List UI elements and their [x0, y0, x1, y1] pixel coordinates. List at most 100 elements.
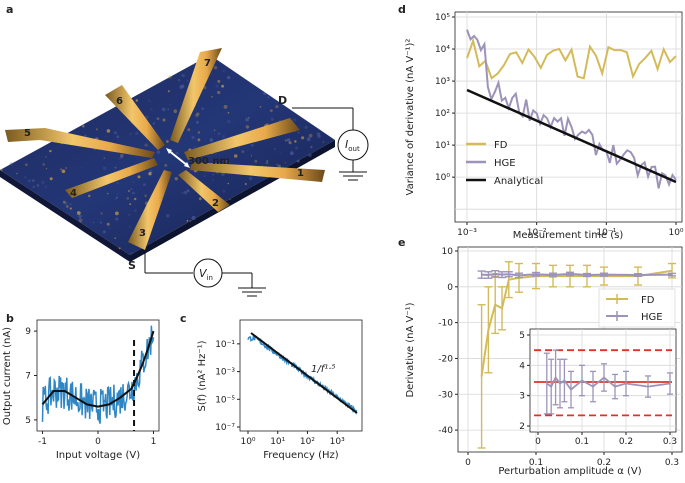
- surface-grain: [9, 162, 13, 166]
- surface-grain: [288, 141, 292, 145]
- surface-grain: [45, 156, 47, 158]
- surface-grain: [248, 117, 250, 119]
- y-tick-label: 9: [25, 327, 31, 337]
- surface-grain: [196, 158, 198, 160]
- vin-label: Vin: [199, 267, 213, 282]
- surface-grain: [267, 96, 270, 99]
- surface-grain: [250, 155, 252, 157]
- surface-grain: [49, 149, 52, 153]
- surface-grain: [296, 159, 300, 163]
- y-tick-label: 10⁻⁵: [215, 395, 235, 405]
- axis-ticks-c: 10⁰ 10¹ 10² 10³ 10⁻¹ 10⁻³ 10⁻⁵ 10⁻⁷: [215, 340, 345, 447]
- plot-frame-e: [457, 246, 683, 453]
- surface-grain: [45, 168, 48, 170]
- surface-grain: [137, 175, 141, 179]
- surface-grain: [192, 63, 195, 65]
- surface-grain: [203, 175, 206, 178]
- y-tick-label: -30: [438, 390, 453, 400]
- hge-series: [466, 29, 677, 189]
- legend-label: HGE: [494, 158, 516, 169]
- y-tick-label: -20: [438, 354, 453, 364]
- surface-grain: [166, 140, 169, 143]
- surface-grain: [156, 117, 160, 120]
- x-tick-label: 10⁻³: [457, 228, 477, 238]
- y-tick-label: 10⁻⁷: [215, 423, 235, 433]
- surface-grain: [286, 138, 289, 141]
- x-tick-label: 0.3: [663, 437, 677, 447]
- surface-grain: [99, 221, 103, 224]
- surface-grain: [82, 125, 85, 128]
- surface-grain: [197, 131, 201, 134]
- electrode-2: [178, 170, 230, 212]
- electrode-3: [128, 170, 172, 250]
- electrode-4: [65, 158, 158, 198]
- panel-label-c: c: [180, 312, 187, 325]
- surface-grain: [162, 118, 166, 122]
- legend-label: Analytical: [494, 176, 543, 187]
- surface-grain: [16, 172, 18, 175]
- x-tick-label: 0: [95, 437, 101, 447]
- surface-grain: [222, 189, 226, 193]
- surface-grain: [286, 138, 291, 142]
- surface-grain: [76, 211, 81, 215]
- fit-curve-line: [41, 330, 155, 408]
- surface-grain: [166, 214, 170, 218]
- surface-grain: [224, 159, 229, 163]
- surface-grain: [245, 117, 250, 122]
- surface-grain: [308, 133, 313, 138]
- surface-grain: [49, 177, 53, 181]
- surface-grain: [191, 135, 195, 140]
- y-tick-label: -40: [438, 426, 453, 436]
- surface-grain: [135, 131, 139, 135]
- plot-frame-d: [454, 11, 683, 223]
- surface-grain: [79, 221, 82, 224]
- surface-grain: [186, 219, 189, 222]
- surface-grain: [193, 145, 196, 149]
- surface-grain: [181, 73, 185, 78]
- surface-grain: [226, 75, 231, 80]
- panel-c: c 1/f¹·⁵ 10⁰ 10¹ 10² 10³ 10⁻¹ 10⁻³ 10⁻⁵ 10⁻⁷ Fr…: [180, 312, 363, 461]
- y-tick-label: -10: [438, 319, 453, 329]
- iout-label: Iout: [345, 138, 360, 153]
- surface-grain: [222, 134, 226, 138]
- surface-grain: [150, 108, 153, 111]
- surface-grain: [129, 133, 132, 135]
- surface-grain: [167, 90, 170, 93]
- surface-grain: [222, 70, 226, 73]
- surface-grain: [25, 163, 28, 166]
- surface-grain: [44, 185, 47, 189]
- x-tick-label: 10⁻²: [527, 228, 547, 238]
- axis-ticks-e: 0 0.1 0.2 0.3 10 0 -10 -20 -30 -40: [438, 247, 679, 468]
- surface-grain: [177, 78, 181, 82]
- electrode-d: [184, 118, 300, 160]
- surface-grain: [289, 151, 294, 156]
- y-tick-label: 10: [442, 247, 454, 257]
- surface-grain: [130, 252, 133, 255]
- surface-grain: [131, 191, 135, 195]
- x-axis-label-c: Frequency (Hz): [263, 450, 339, 461]
- surface-grain: [248, 176, 253, 181]
- analytical-line: [466, 88, 677, 184]
- source-label: S: [128, 259, 136, 272]
- surface-grain: [130, 187, 133, 191]
- y-tick-label: 10¹: [435, 141, 450, 151]
- surface-grain: [103, 157, 106, 159]
- surface-grain: [106, 222, 110, 226]
- hge-line: [481, 272, 673, 277]
- y-tick-label: 3: [519, 392, 525, 402]
- electrode-label: 4: [70, 188, 77, 199]
- surface-grain: [64, 201, 68, 205]
- axis-ticks-b: -1 0 1 5 7 9: [25, 327, 156, 447]
- surface-grain: [228, 161, 230, 163]
- surface-grain: [215, 84, 219, 88]
- surface-grain: [129, 226, 131, 228]
- surface-grain: [127, 189, 131, 193]
- surface-grain: [118, 157, 121, 160]
- surface-grain: [251, 144, 254, 147]
- x-tick-label: 0: [535, 437, 541, 447]
- surface-grain: [241, 150, 245, 154]
- surface-grain: [222, 159, 225, 161]
- electrode-7: [170, 48, 222, 143]
